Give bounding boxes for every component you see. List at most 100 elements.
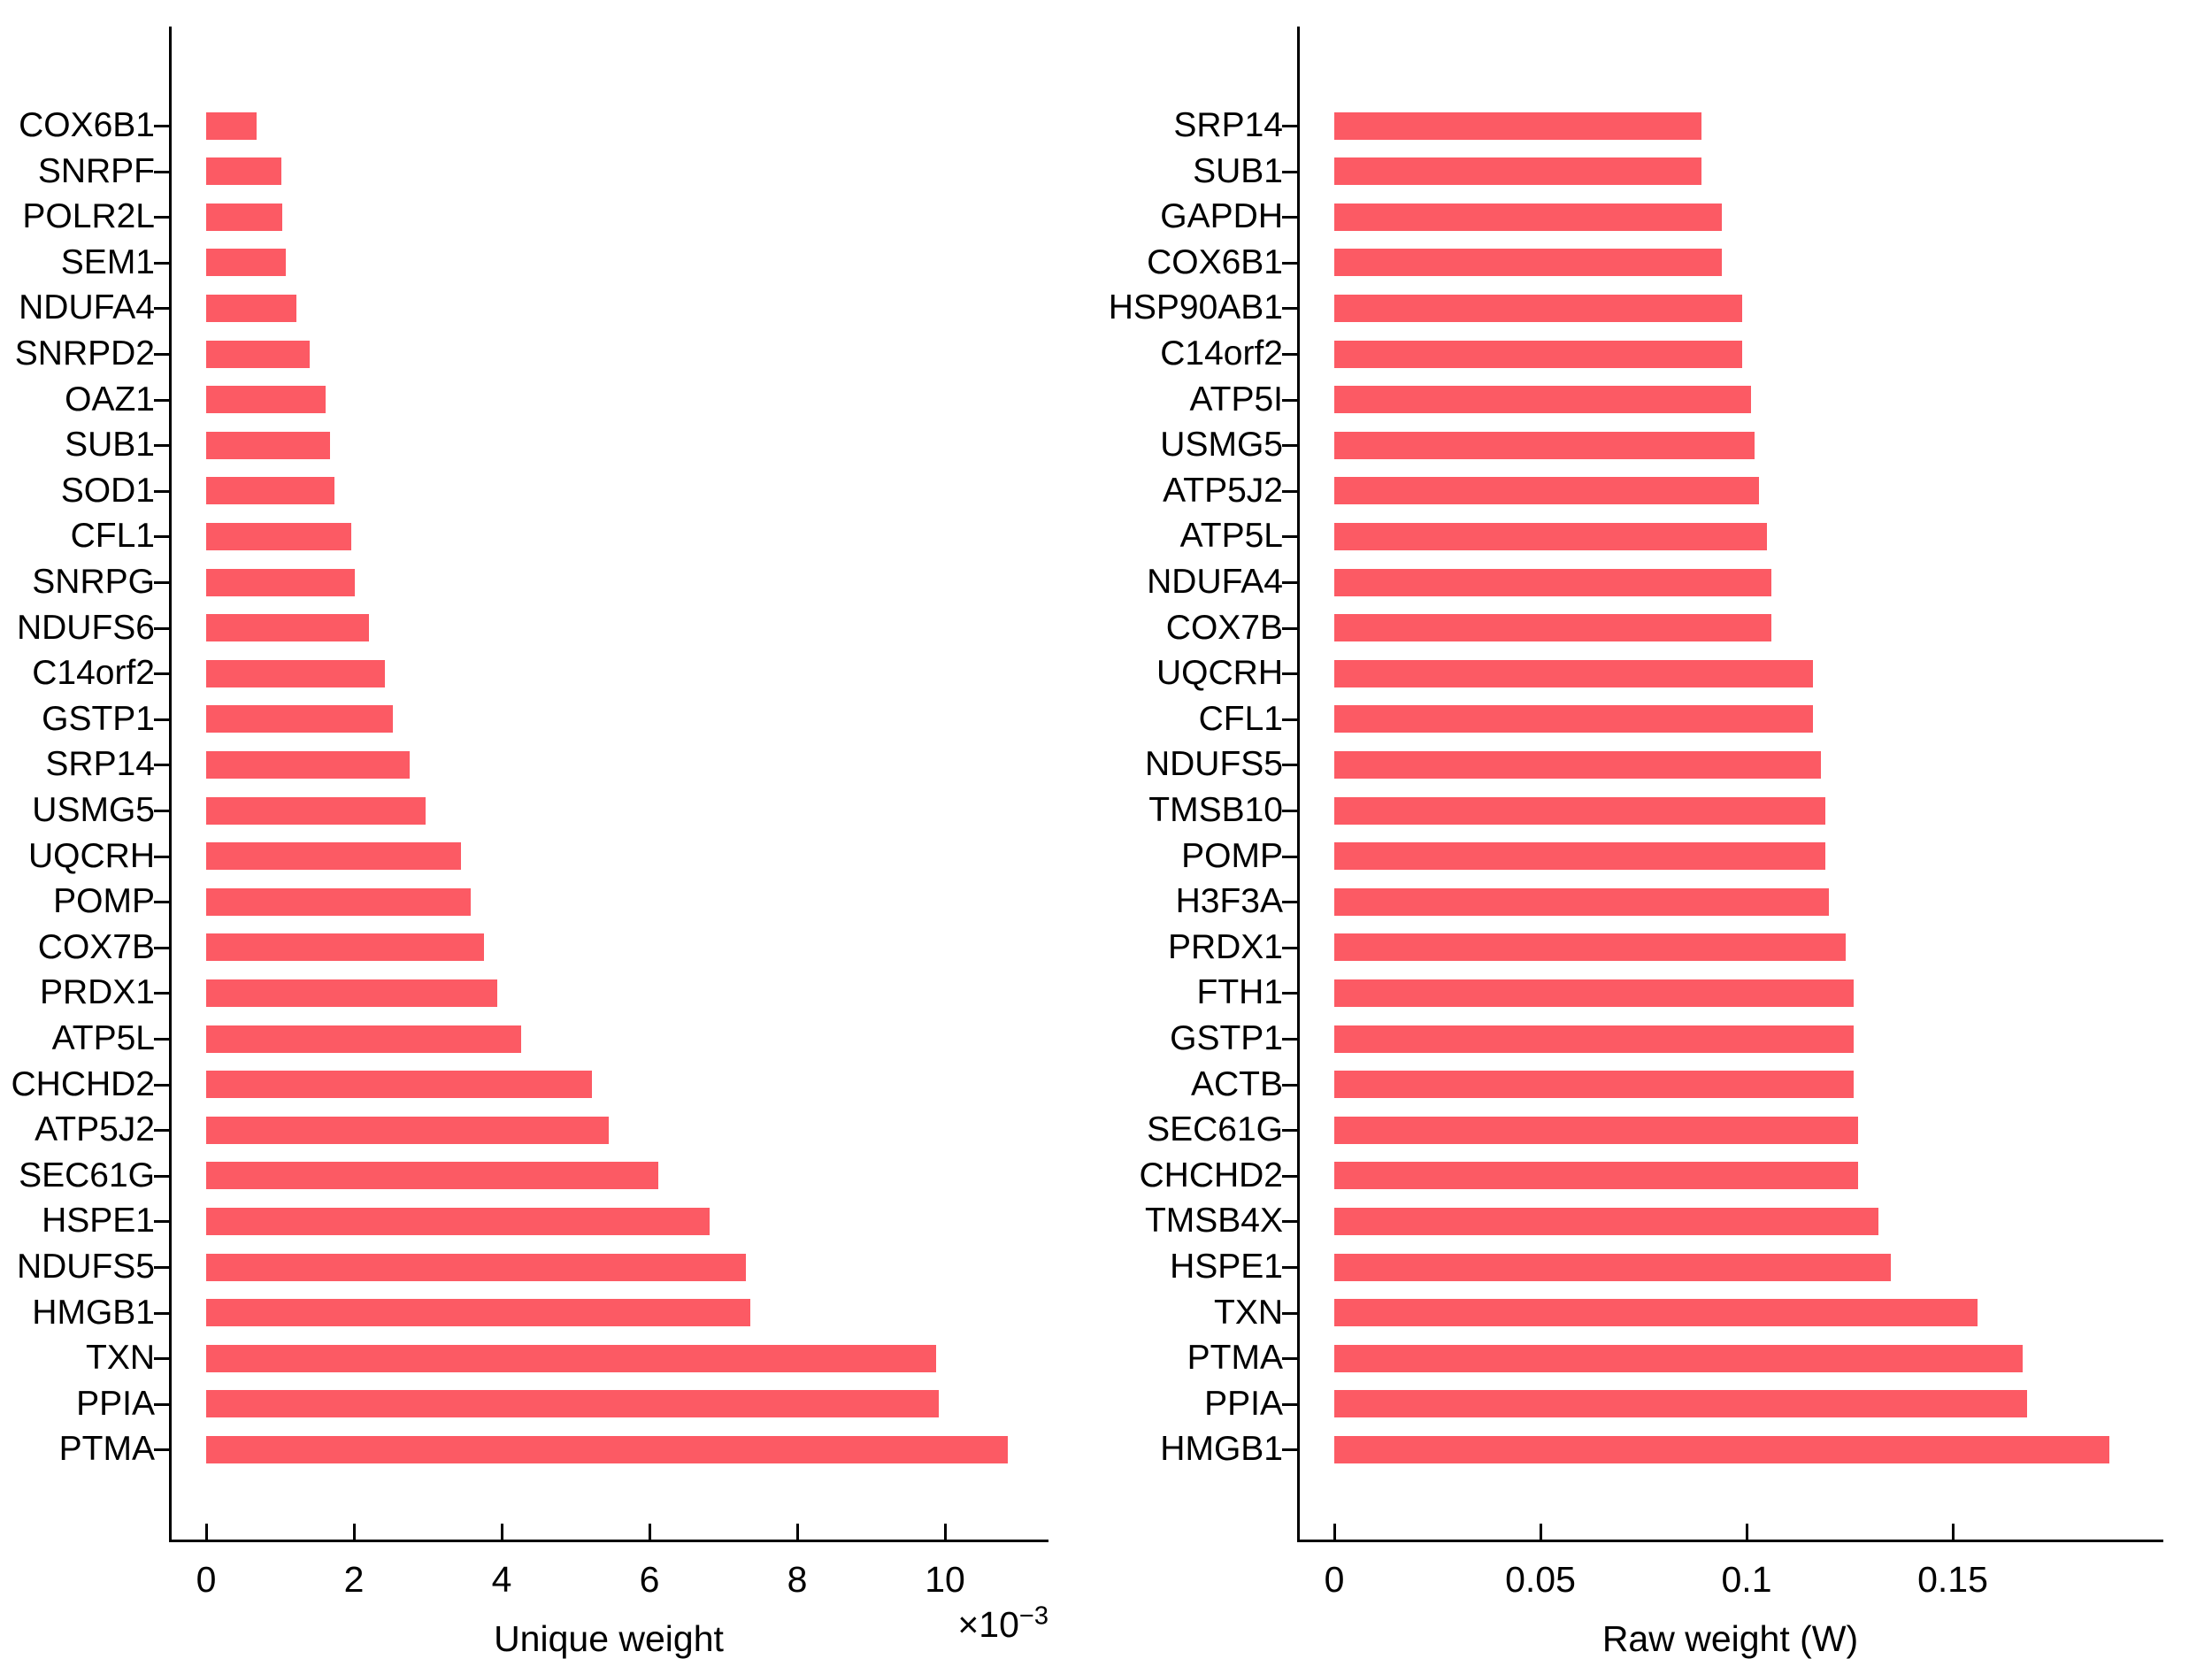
y-tick-mark <box>154 946 169 949</box>
y-tick-mark <box>1282 216 1297 219</box>
y-tick-mark <box>154 125 169 127</box>
y-tick-mark <box>1282 261 1297 265</box>
bar-hmgb1 <box>206 1299 750 1327</box>
y-tick-label: SNRPD2 <box>14 334 155 373</box>
y-tick-label: ACTB <box>1190 1064 1283 1103</box>
y-tick-label: HSPE1 <box>1170 1248 1283 1286</box>
y-tick-mark <box>154 901 169 904</box>
y-tick-label: PPIA <box>76 1384 155 1423</box>
bar-atp5j2 <box>1334 477 1759 505</box>
y-tick-label: ATP5I <box>1189 380 1283 419</box>
bar-uqcrh <box>206 842 461 871</box>
bar-cox6b1 <box>206 111 257 140</box>
offset-base: ×10 <box>957 1604 1019 1645</box>
x-tick-label: 4 <box>491 1559 512 1600</box>
bar-usmg5 <box>206 796 426 825</box>
y-tick-label: ATP5J2 <box>35 1110 155 1149</box>
y-tick-label: POMP <box>53 882 155 921</box>
y-tick-label: TMSB10 <box>1148 791 1283 829</box>
x-tick-label: 0.1 <box>1721 1559 1772 1600</box>
y-tick-label: COX6B1 <box>1147 242 1283 281</box>
y-tick-mark <box>1282 1266 1297 1269</box>
y-tick-mark <box>154 672 169 676</box>
bar-hsp90ab1 <box>1334 294 1742 322</box>
bar-cox6b1 <box>1334 249 1722 277</box>
bar-ndufs5 <box>1334 750 1821 779</box>
y-tick-mark <box>154 170 169 173</box>
y-tick-mark <box>154 810 169 812</box>
y-tick-label: CHCHD2 <box>11 1064 155 1103</box>
y-tick-label: PPIA <box>1204 1384 1283 1423</box>
y-tick-mark <box>154 1220 169 1224</box>
bar-pomp <box>206 887 471 916</box>
y-tick-mark <box>154 626 169 630</box>
y-tick-mark <box>154 307 169 311</box>
bar-hspe1 <box>1334 1253 1891 1281</box>
bar-uqcrh <box>1334 659 1813 687</box>
y-tick-label: PTMA <box>1187 1339 1283 1378</box>
bar-atp5l <box>1334 522 1767 550</box>
bar-hmgb1 <box>1334 1435 2109 1463</box>
x-tick-label: 6 <box>639 1559 660 1600</box>
x-tick-label: 0.05 <box>1505 1559 1576 1600</box>
y-axis-line <box>169 27 172 1542</box>
bar-snrpf <box>206 157 281 186</box>
y-tick-mark <box>1282 1129 1297 1133</box>
y-tick-mark <box>154 1402 169 1406</box>
x-axis-line <box>169 1540 1048 1542</box>
y-tick-mark <box>154 489 169 493</box>
y-tick-label: PRDX1 <box>1167 927 1283 966</box>
y-tick-label: NDUFS6 <box>16 608 155 647</box>
y-tick-label: PTMA <box>58 1430 155 1469</box>
x-tick-mark <box>796 1524 799 1540</box>
y-tick-label: UQCRH <box>1156 654 1283 693</box>
x-tick-mark <box>1952 1524 1955 1540</box>
y-tick-label: GAPDH <box>1160 197 1283 236</box>
bar-usmg5 <box>1334 431 1755 459</box>
y-tick-label: CFL1 <box>70 517 155 556</box>
y-tick-mark <box>1282 1448 1297 1452</box>
y-tick-mark <box>1282 1402 1297 1406</box>
y-tick-mark <box>1282 1311 1297 1315</box>
y-tick-label: OAZ1 <box>65 380 155 419</box>
y-tick-mark <box>1282 946 1297 949</box>
y-tick-mark <box>1282 1174 1297 1178</box>
bar-srp14 <box>1334 111 1701 140</box>
y-tick-mark <box>1282 1357 1297 1361</box>
y-tick-mark <box>154 1083 169 1087</box>
y-tick-label: SEC61G <box>1147 1110 1283 1149</box>
y-tick-label: TXN <box>86 1339 155 1378</box>
y-tick-label: HMGB1 <box>32 1293 155 1332</box>
bar-ppia <box>206 1390 939 1418</box>
y-tick-label: H3F3A <box>1175 882 1283 921</box>
x-tick-label: 0 <box>196 1559 217 1600</box>
bar-sub1 <box>206 431 330 459</box>
y-tick-mark <box>154 1038 169 1041</box>
y-tick-label: UQCRH <box>28 836 155 875</box>
bar-gapdh <box>1334 203 1722 231</box>
y-tick-label: FTH1 <box>1196 973 1284 1012</box>
bar-cfl1 <box>206 522 351 550</box>
y-tick-mark <box>154 216 169 219</box>
y-tick-mark <box>1282 307 1297 311</box>
x-tick-mark <box>1746 1524 1748 1540</box>
bar-sod1 <box>206 477 334 505</box>
y-tick-label: ATP5J2 <box>1163 471 1283 510</box>
y-tick-mark <box>154 855 169 858</box>
x-tick-mark <box>205 1524 208 1540</box>
bar-c14orf2 <box>1334 340 1742 368</box>
y-tick-mark <box>154 581 169 584</box>
y-tick-mark <box>1282 901 1297 904</box>
bar-polr2l <box>206 203 282 231</box>
offset-exponent: −3 <box>1018 1601 1048 1631</box>
y-tick-mark <box>1282 718 1297 721</box>
bar-snrpd2 <box>206 340 310 368</box>
bar-tmsb4x <box>1334 1207 1878 1235</box>
y-tick-mark <box>1282 855 1297 858</box>
x-tick-label: 0.15 <box>1917 1559 1988 1600</box>
y-tick-mark <box>1282 125 1297 127</box>
y-tick-mark <box>1282 535 1297 539</box>
y-tick-mark <box>154 992 169 995</box>
